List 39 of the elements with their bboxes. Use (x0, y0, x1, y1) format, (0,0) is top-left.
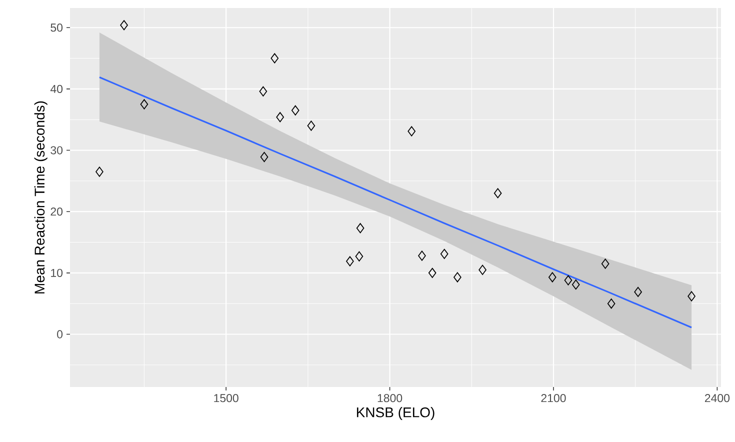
y-axis-title: Mean Reaction Time (seconds) (34, 101, 48, 294)
point (601, 258, 610, 269)
y-tick-label: 0 (57, 330, 63, 338)
y-tick-label: 20 (50, 208, 63, 216)
point (634, 286, 642, 297)
point (408, 126, 416, 136)
x-tick-label: 1800 (378, 394, 402, 402)
point (346, 256, 354, 266)
x-tick-label: 2400 (704, 394, 730, 402)
x-axis-title: KNSB (ELO) (356, 407, 434, 420)
point (291, 105, 300, 116)
point (494, 188, 502, 198)
y-tick-label: 30 (50, 146, 63, 154)
point (276, 112, 284, 122)
point (140, 99, 148, 110)
point (96, 166, 104, 177)
point (607, 298, 616, 309)
y-tick-label: 50 (50, 24, 63, 32)
y-tick-label: 40 (50, 84, 63, 94)
x-tick-label: 1500 (214, 394, 238, 402)
point (428, 268, 436, 278)
point (418, 250, 426, 261)
point (440, 248, 448, 259)
point (478, 264, 486, 275)
point (120, 20, 128, 30)
x-tick-label: 2100 (541, 394, 566, 402)
point (259, 86, 268, 96)
point (355, 251, 364, 262)
point (270, 53, 279, 64)
point (356, 223, 364, 234)
point (454, 272, 462, 282)
point (688, 291, 696, 302)
line-series (98, 76, 692, 328)
y-tick-label: 10 (51, 268, 63, 277)
point (548, 272, 556, 282)
point (307, 120, 316, 131)
point (572, 280, 580, 290)
point (260, 152, 268, 162)
point (564, 275, 572, 286)
